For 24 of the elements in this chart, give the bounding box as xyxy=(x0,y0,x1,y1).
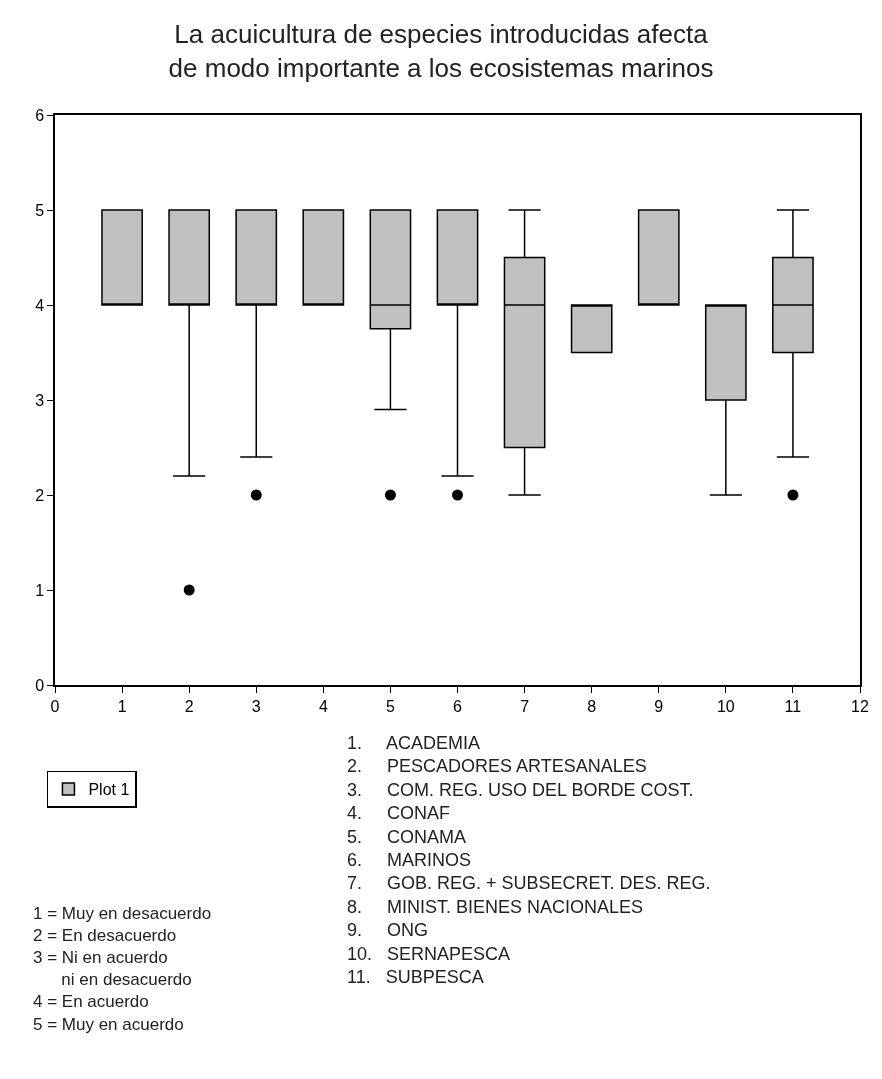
x-tick-label: 12 xyxy=(851,697,869,715)
x-tick-label: 3 xyxy=(251,697,261,715)
y-tick-label: 0 xyxy=(35,676,45,694)
x-tick-label: 8 xyxy=(587,697,597,715)
x-tick-label: 7 xyxy=(520,697,530,715)
x-tick-label: 9 xyxy=(654,697,664,715)
x-tick-label: 0 xyxy=(50,697,60,715)
text: 1. ACADEMIA 2. PESCADORES ARTESANALES 3. COM. REG. USO DEL BORDE COST. 4. CONAF 5. CONAMA 6. MARINOS 7. GOB. REG. + SUBSECRET. DES. REG. 8. MINIST. BIENES NACIONALES 9. ONG 10. SERNAPESCA 11. SUBPESCA xyxy=(347,733,711,987)
x-tick-label: 6 xyxy=(453,697,463,715)
legend-label: Plot 1 xyxy=(88,781,130,799)
x-tick-label: 1 xyxy=(117,697,127,715)
x-tick-label: 4 xyxy=(318,697,328,715)
x-tick-label: 10 xyxy=(716,697,735,715)
y-tick-label: 4 xyxy=(35,296,45,314)
text: 1 = Muy en desacuerdo 2 = En desacuerdo 3 = Ni en acuerdo ni en desacuerdo 4 = En acuerdo 5 = Muy en acuerdo xyxy=(33,904,212,1034)
y-tick-label: 2 xyxy=(35,486,45,504)
x-tick-label: 2 xyxy=(184,697,194,715)
x-tick-label: 11 xyxy=(784,697,802,715)
chart-title: La acuicultura de especies introducidas afecta de modo importante a los ecosistemas marinos xyxy=(168,19,714,83)
y-tick-label: 1 xyxy=(35,581,45,599)
y-tick-label: 6 xyxy=(35,106,45,124)
y-tick-label: 3 xyxy=(35,391,45,409)
y-tick-label: 5 xyxy=(35,201,45,219)
x-tick-label: 5 xyxy=(385,697,395,715)
